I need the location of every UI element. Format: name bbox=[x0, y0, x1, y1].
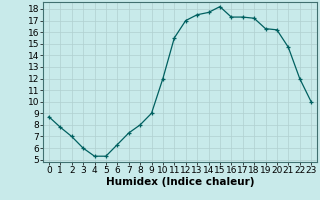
X-axis label: Humidex (Indice chaleur): Humidex (Indice chaleur) bbox=[106, 177, 254, 187]
